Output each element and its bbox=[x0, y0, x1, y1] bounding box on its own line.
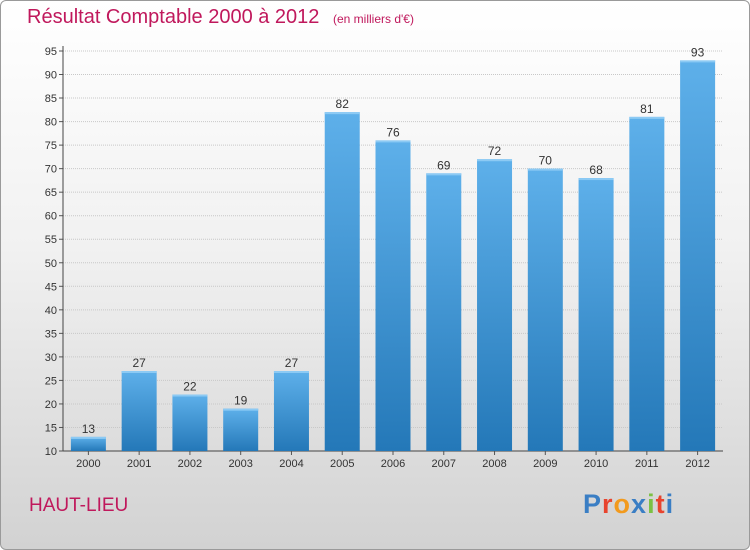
chart-title-text: Résultat Comptable 2000 à 2012 bbox=[27, 6, 320, 28]
data-label: 68 bbox=[589, 163, 603, 177]
y-tick-label: 65 bbox=[45, 187, 57, 199]
x-tick-label: 2012 bbox=[685, 458, 709, 470]
x-tick-label: 2001 bbox=[127, 458, 151, 470]
chart-title: Résultat Comptable 2000 à 2012 (en milli… bbox=[27, 6, 414, 29]
y-tick-label: 80 bbox=[45, 117, 57, 129]
labels: 13 2000 27 2001 22 2002 19 2003 27 2004 82 2005 76 20… bbox=[76, 45, 710, 470]
bar bbox=[527, 168, 563, 451]
brand-letter: i bbox=[665, 489, 675, 519]
y-tick-label: 60 bbox=[45, 211, 57, 223]
bar-highlight bbox=[629, 116, 665, 119]
data-label: 72 bbox=[488, 144, 502, 158]
data-label: 82 bbox=[336, 97, 350, 111]
bar bbox=[578, 178, 614, 451]
bar-highlight bbox=[527, 168, 563, 171]
bar bbox=[680, 60, 716, 451]
data-label: 27 bbox=[285, 356, 299, 370]
bar bbox=[121, 371, 157, 451]
y-tick-label: 90 bbox=[45, 70, 57, 82]
y-tick-label: 75 bbox=[45, 140, 57, 152]
y-tick-label: 70 bbox=[45, 164, 57, 176]
bar-highlight bbox=[477, 159, 513, 162]
bar bbox=[629, 116, 665, 451]
y-tick-label: 55 bbox=[45, 234, 57, 246]
data-label: 81 bbox=[640, 102, 654, 116]
data-label: 69 bbox=[437, 158, 451, 172]
x-tick-label: 2008 bbox=[482, 458, 506, 470]
data-label: 76 bbox=[386, 125, 400, 139]
x-tick-label: 2009 bbox=[533, 458, 557, 470]
bar bbox=[273, 371, 309, 451]
location-label: HAUT-LIEU bbox=[29, 495, 129, 516]
y-tick-label: 35 bbox=[45, 328, 57, 340]
y-tick-label: 40 bbox=[45, 305, 57, 317]
bar-highlight bbox=[426, 173, 462, 176]
brand-letter: t bbox=[655, 489, 666, 519]
y-tick-label: 45 bbox=[45, 281, 57, 293]
x-tick-label: 2003 bbox=[228, 458, 252, 470]
y-tick-label: 30 bbox=[45, 352, 57, 364]
y-tick-label: 85 bbox=[45, 93, 57, 105]
bar bbox=[477, 159, 513, 451]
bar bbox=[223, 408, 259, 451]
x-tick-label: 2006 bbox=[381, 458, 405, 470]
y-tick-label: 95 bbox=[45, 46, 57, 58]
bar bbox=[172, 394, 208, 451]
bar-highlight bbox=[324, 112, 360, 115]
y-tick-label: 15 bbox=[45, 422, 57, 434]
bar-highlight bbox=[121, 371, 157, 373]
bars bbox=[70, 60, 716, 452]
brand-letter: i bbox=[647, 489, 656, 519]
x-tick-label: 2004 bbox=[279, 458, 303, 470]
bar-highlight bbox=[172, 394, 208, 397]
chart-subtitle: (en milliers d'€) bbox=[332, 12, 414, 26]
x-tick-label: 2010 bbox=[584, 458, 608, 470]
y-tick-label: 25 bbox=[45, 375, 57, 387]
x-tick-label: 2011 bbox=[635, 458, 659, 470]
y-tick-label: 10 bbox=[45, 446, 57, 458]
data-label: 93 bbox=[691, 45, 705, 59]
data-label: 27 bbox=[132, 356, 146, 370]
data-label: 19 bbox=[234, 394, 248, 408]
y-tick-label: 20 bbox=[45, 399, 57, 411]
bar bbox=[70, 436, 106, 451]
bar-highlight bbox=[223, 408, 259, 411]
bar-highlight bbox=[578, 178, 614, 181]
bar bbox=[324, 112, 360, 452]
x-tick-label: 2007 bbox=[432, 458, 456, 470]
data-label: 22 bbox=[183, 380, 197, 394]
brand-letter: x bbox=[631, 489, 648, 519]
brand-letter: r bbox=[602, 489, 614, 519]
bar-highlight bbox=[375, 140, 411, 143]
data-label: 70 bbox=[539, 154, 553, 168]
bar-highlight bbox=[273, 371, 309, 373]
proxiti-logo: Proxiti bbox=[583, 489, 674, 520]
x-tick-label: 2000 bbox=[76, 458, 100, 470]
bar bbox=[375, 140, 411, 452]
brand-letter: P bbox=[583, 489, 603, 519]
x-tick-label: 2005 bbox=[330, 458, 354, 470]
x-tick-label: 2002 bbox=[178, 458, 202, 470]
y-tick-label: 50 bbox=[45, 258, 57, 270]
brand-letter: o bbox=[613, 489, 632, 519]
bar-highlight bbox=[70, 436, 106, 439]
bar bbox=[426, 173, 462, 451]
data-label: 13 bbox=[82, 422, 96, 436]
bar-highlight bbox=[680, 60, 716, 63]
